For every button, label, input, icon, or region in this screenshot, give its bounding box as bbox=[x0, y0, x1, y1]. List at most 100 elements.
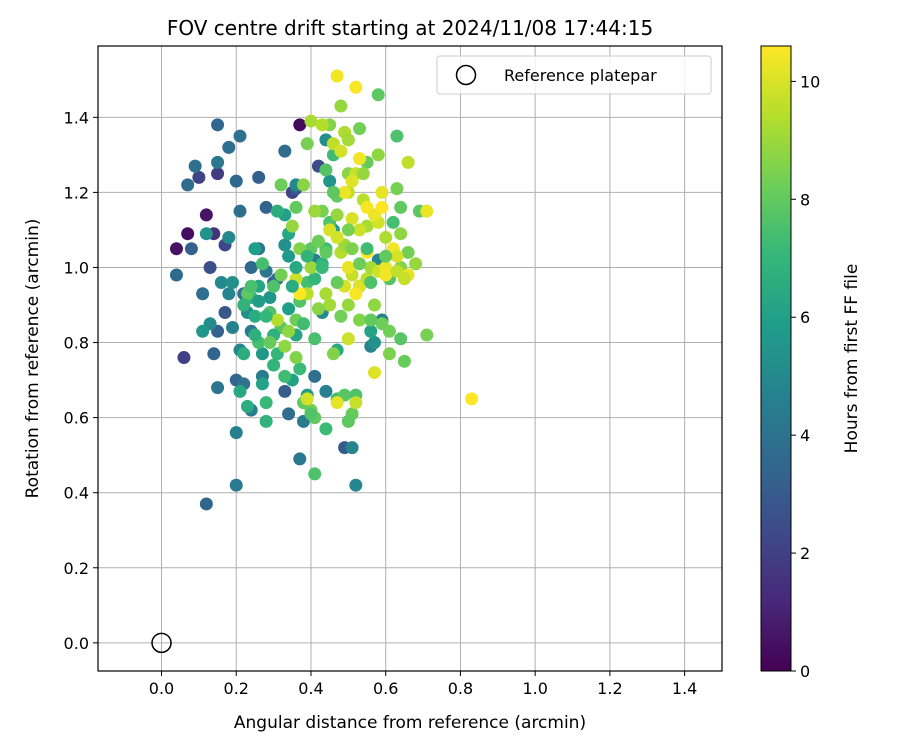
data-point bbox=[308, 467, 322, 481]
data-point bbox=[390, 249, 404, 263]
data-point bbox=[323, 174, 337, 188]
y-axis-label: Rotation from reference (arcmin) bbox=[23, 219, 43, 499]
data-point bbox=[375, 200, 389, 214]
y-tick-label: 0.8 bbox=[64, 334, 89, 353]
data-point bbox=[308, 272, 322, 286]
data-point bbox=[368, 366, 382, 380]
y-tick-label: 0.4 bbox=[64, 484, 89, 503]
data-point bbox=[394, 332, 408, 346]
data-point bbox=[379, 268, 393, 282]
x-axis-label: Angular distance from reference (arcmin) bbox=[234, 713, 586, 733]
data-point bbox=[259, 414, 273, 428]
data-point bbox=[401, 245, 415, 259]
x-tick-label: 1.0 bbox=[522, 679, 547, 698]
data-point bbox=[192, 170, 206, 184]
data-point bbox=[263, 291, 277, 305]
data-point bbox=[229, 478, 243, 492]
colorbar-tick-label: 8 bbox=[800, 190, 810, 209]
data-point bbox=[222, 287, 236, 301]
data-point bbox=[382, 324, 396, 338]
data-point bbox=[293, 362, 307, 376]
data-point bbox=[371, 148, 385, 162]
legend-marker bbox=[455, 64, 477, 86]
data-point bbox=[356, 167, 370, 181]
data-point bbox=[334, 309, 348, 323]
data-point bbox=[394, 227, 408, 241]
data-point bbox=[334, 99, 348, 113]
data-point bbox=[465, 392, 479, 406]
data-point bbox=[353, 257, 367, 271]
data-point bbox=[420, 204, 434, 218]
data-point bbox=[371, 88, 385, 102]
data-point bbox=[334, 144, 348, 158]
y-tick-label: 1.0 bbox=[64, 258, 89, 277]
data-point bbox=[304, 114, 318, 128]
data-point bbox=[319, 245, 333, 259]
data-point bbox=[278, 238, 292, 252]
data-point bbox=[214, 275, 228, 289]
data-point bbox=[282, 302, 296, 316]
x-axis-ticks: 0.0 0.2 0.4 0.6 0.8 1.0 1.2 1.4 bbox=[149, 671, 697, 698]
data-point bbox=[282, 407, 296, 421]
data-point bbox=[341, 414, 355, 428]
data-point bbox=[267, 279, 281, 293]
data-point bbox=[353, 313, 367, 327]
data-point bbox=[364, 275, 378, 289]
legend-box bbox=[436, 55, 712, 95]
data-point bbox=[188, 159, 202, 173]
data-point bbox=[259, 396, 273, 410]
data-point bbox=[222, 230, 236, 244]
colorbar-tick-label: 4 bbox=[800, 426, 810, 445]
data-point bbox=[237, 298, 251, 312]
data-point bbox=[293, 452, 307, 466]
data-point bbox=[401, 155, 415, 169]
data-point bbox=[199, 497, 213, 511]
data-point bbox=[259, 200, 273, 214]
colorbar-tick-label: 2 bbox=[800, 544, 810, 563]
data-point bbox=[341, 223, 355, 237]
data-point bbox=[297, 317, 311, 331]
data-point bbox=[233, 129, 247, 143]
data-point bbox=[315, 260, 329, 274]
data-point bbox=[409, 257, 423, 271]
data-point bbox=[211, 118, 225, 132]
data-point bbox=[177, 351, 191, 365]
data-point bbox=[345, 174, 359, 188]
data-point bbox=[181, 178, 195, 192]
data-point bbox=[311, 302, 325, 316]
x-tick-label: 0.4 bbox=[298, 679, 323, 698]
data-point bbox=[382, 347, 396, 361]
data-point bbox=[211, 167, 225, 181]
data-point bbox=[315, 118, 329, 132]
data-point bbox=[323, 298, 337, 312]
data-point bbox=[390, 182, 404, 196]
data-point bbox=[345, 212, 359, 226]
data-point bbox=[289, 200, 303, 214]
data-point bbox=[319, 384, 333, 398]
data-point bbox=[397, 272, 411, 286]
data-point bbox=[330, 69, 344, 83]
colorbar-ticks: 0 2 4 6 8 10 bbox=[791, 72, 820, 681]
colorbar-label: Hours from first FF file bbox=[842, 264, 862, 454]
data-point bbox=[270, 204, 284, 218]
y-tick-label: 0.2 bbox=[64, 559, 89, 578]
chart-title: FOV centre drift starting at 2024/11/08 … bbox=[167, 16, 653, 40]
data-point bbox=[248, 309, 262, 323]
data-point bbox=[386, 215, 400, 229]
data-point bbox=[211, 155, 225, 169]
data-point bbox=[349, 478, 363, 492]
data-point bbox=[420, 328, 434, 342]
data-point bbox=[199, 227, 213, 241]
data-point bbox=[394, 200, 408, 214]
data-point bbox=[244, 279, 258, 293]
data-point bbox=[319, 287, 333, 301]
colorbar: 0 2 4 6 8 10 Hours from first FF file bbox=[760, 45, 862, 681]
data-point bbox=[326, 185, 340, 199]
y-tick-label: 0.6 bbox=[64, 409, 89, 428]
data-point bbox=[226, 275, 240, 289]
data-point bbox=[300, 249, 314, 263]
data-point bbox=[248, 328, 262, 342]
x-tick-label: 1.4 bbox=[672, 679, 697, 698]
data-point bbox=[267, 358, 281, 372]
